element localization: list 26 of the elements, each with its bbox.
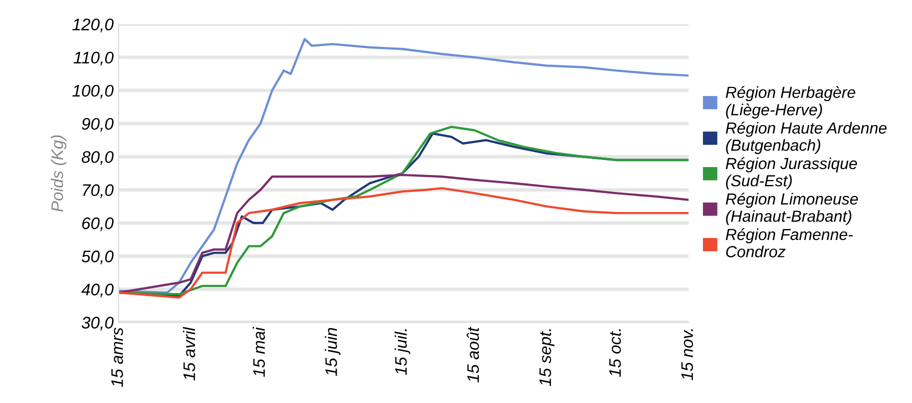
x-tick-label: 15 août (466, 326, 479, 382)
y-tick-label: 70,0 (82, 184, 114, 198)
x-tick-label: 15 oct. (609, 329, 621, 377)
y-tick-label: 90,0 (82, 118, 114, 132)
y-tick-label: 50,0 (82, 250, 114, 264)
y-tick-label: 100,0 (72, 84, 114, 99)
x-tick-label: 15 amrs (111, 328, 124, 388)
line-series (118, 38, 689, 294)
x-tick-label: 15 mai (252, 326, 265, 377)
y-axis-title: Poids (Kg) (50, 135, 66, 212)
y-tick-label: 80,0 (82, 151, 114, 165)
y-tick-label: 120,0 (72, 18, 114, 32)
x-tick-label: 15 nov. (681, 329, 694, 380)
legend-label: Région Jurassique (Sud-Est) (726, 157, 857, 190)
x-tick-label: 15 juin (324, 328, 340, 376)
y-tick-label: 40,0 (81, 284, 114, 298)
x-tick-label: 15 juil. (394, 329, 410, 376)
y-tick-label: 30,0 (82, 316, 114, 331)
legend-label: Région Famenne-Condroz (726, 228, 853, 258)
x-tick-label: 15 avril (182, 326, 196, 381)
legend-label: Région Haute Ardenne (Butgenbach) (726, 122, 887, 154)
legend-label: Région Herbagère (Liège-Herve) (726, 86, 856, 119)
y-tick-label: 60,0 (82, 217, 114, 232)
x-tick-label: 15 sept. (539, 329, 554, 386)
y-tick-label: 110,0 (74, 52, 114, 66)
legend-label: Région Limoneuse (Hainaut-Brabant) (726, 192, 858, 226)
